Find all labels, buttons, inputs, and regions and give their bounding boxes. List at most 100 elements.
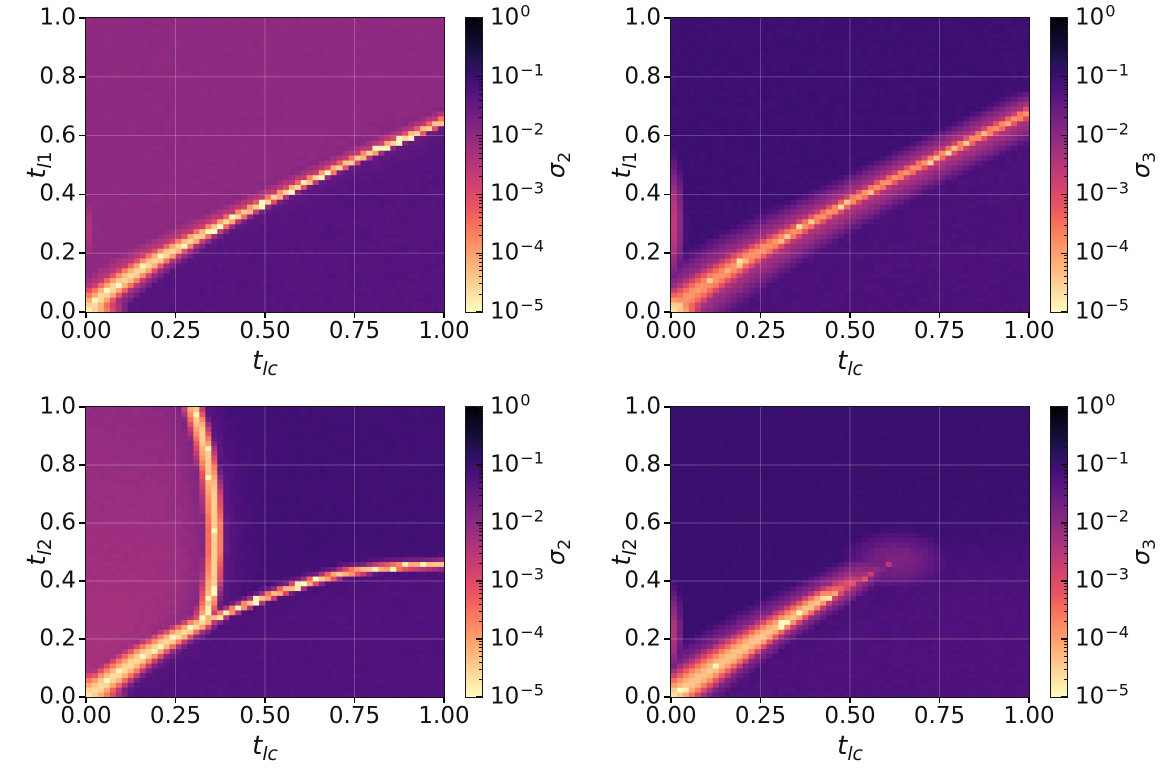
colorbar-label-sub-plain: 2 — [554, 538, 575, 550]
colorbar-major-tick — [1061, 311, 1067, 313]
colorbar-major-tick — [1061, 193, 1067, 196]
colorbar-major-tick — [476, 464, 482, 466]
y-axis-label-sub-plain: 2 — [620, 538, 642, 551]
colorbar-major-tick — [1061, 252, 1067, 254]
y-axis-label: tl1 — [607, 151, 641, 178]
colorbar-minor-tick — [1063, 152, 1067, 154]
colorbar-mantissa: 10 — [1075, 451, 1105, 478]
colorbar-minor-tick — [1063, 85, 1067, 87]
colorbar-minor-tick — [478, 99, 482, 101]
y-axis-label: tl2 — [22, 538, 57, 565]
x-tick — [353, 697, 356, 703]
colorbar-minor-tick — [1063, 276, 1067, 278]
colorbar-minor-tick — [1063, 144, 1067, 146]
y-tick-label: 0.6 — [39, 122, 76, 149]
y-tick-label: 0.8 — [624, 451, 661, 478]
colorbar-mantissa: 10 — [1075, 509, 1105, 536]
y-tick — [79, 17, 85, 19]
heatmap-canvas — [671, 407, 1029, 697]
colorbar-minor-tick — [478, 117, 482, 119]
y-tick-label: 0.4 — [624, 180, 661, 207]
y-tick-label: 0.6 — [624, 509, 661, 536]
colorbar-minor-tick — [1063, 429, 1067, 431]
y-tick — [664, 134, 670, 137]
colorbar-minor-tick — [478, 158, 482, 160]
colorbar-minor-tick — [1063, 487, 1067, 489]
colorbar-minor-tick — [1063, 481, 1067, 483]
colorbar-label: σ2 — [541, 152, 575, 179]
y-tick — [664, 464, 670, 466]
colorbar-minor-tick — [478, 552, 482, 554]
colorbar-label-subscript: 3 — [1140, 152, 1160, 163]
colorbar-minor-tick — [1063, 589, 1067, 591]
colorbar-minor-tick — [478, 647, 482, 649]
colorbar-minor-tick — [1063, 593, 1067, 595]
colorbar-minor-tick — [1063, 217, 1067, 219]
colorbar-minor-tick — [478, 473, 482, 475]
colorbar-minor-tick — [478, 211, 482, 213]
colorbar-minor-tick — [478, 165, 482, 167]
y-tick — [664, 252, 670, 254]
colorbar-tick-label: 10−2 — [490, 508, 544, 536]
colorbar-minor-tick — [478, 415, 482, 417]
y-tick — [664, 638, 670, 640]
heatmap-canvas — [86, 407, 444, 697]
y-axis-label-sub-plain: 2 — [35, 538, 57, 551]
y-axis-label: tl2 — [607, 538, 642, 565]
colorbar-minor-tick — [1063, 148, 1067, 150]
colorbar-major-tick — [1061, 696, 1067, 698]
colorbar-tick-label: 10−1 — [1075, 450, 1129, 478]
colorbar-minor-tick — [478, 152, 482, 154]
colorbar-exponent: −1 — [1105, 448, 1130, 468]
x-tick-label: 0.00 — [645, 318, 697, 344]
colorbar-minor-tick — [1063, 409, 1067, 411]
colorbar-minor-tick — [1063, 224, 1067, 226]
y-tick — [79, 76, 85, 78]
x-axis-label-base: t — [252, 731, 263, 761]
panel-top-left: 0.00 0.25 0.50 0.75 1.00 0.0 0.2 0.4 0.6 0.8 1.0 tl… — [0, 0, 584, 386]
colorbar-minor-tick — [478, 26, 482, 28]
colorbar-minor-tick — [1063, 176, 1067, 178]
colorbar-minor-tick — [478, 470, 482, 472]
x-tick — [174, 312, 177, 318]
colorbar-label-base: σ — [541, 162, 570, 179]
colorbar-minor-tick — [478, 412, 482, 414]
colorbar-minor-tick — [478, 423, 482, 425]
colorbar-tick-label: 10−4 — [1075, 624, 1129, 651]
colorbar-major-tick — [1061, 580, 1067, 582]
colorbar-minor-tick — [478, 539, 482, 541]
colorbar-tick-label: 10−3 — [1075, 566, 1129, 594]
colorbar-major-tick — [476, 580, 482, 582]
colorbar-mantissa: 10 — [490, 509, 520, 536]
colorbar-minor-tick — [478, 593, 482, 595]
heatmap-plot — [85, 17, 445, 313]
y-tick — [79, 696, 85, 698]
x-tick-label: 1.00 — [1003, 703, 1055, 729]
y-axis-label-sub-italic: l — [620, 163, 642, 169]
y-axis-label-subscript: l1 — [620, 151, 641, 168]
colorbar-exponent: −3 — [520, 564, 545, 584]
colorbar-minor-tick — [1063, 647, 1067, 649]
colorbar-minor-tick — [1063, 467, 1067, 469]
colorbar-minor-tick — [1063, 505, 1067, 507]
y-tick — [664, 193, 670, 196]
colorbar-mantissa: 10 — [1075, 567, 1105, 594]
colorbar-minor-tick — [478, 655, 482, 657]
colorbar-minor-tick — [1063, 20, 1067, 22]
colorbar-exponent: −1 — [520, 60, 545, 80]
colorbar-minor-tick — [478, 224, 482, 226]
heatmap-plot — [670, 406, 1030, 698]
colorbar-minor-tick — [478, 140, 482, 142]
x-tick — [85, 697, 87, 703]
x-tick-label: 0.50 — [824, 703, 876, 729]
x-axis-label: tlc — [252, 348, 278, 380]
x-tick-label: 0.75 — [913, 703, 966, 729]
x-tick — [759, 697, 762, 703]
colorbar-minor-tick — [478, 107, 482, 109]
colorbar-minor-tick — [1063, 99, 1067, 101]
colorbar-minor-tick — [478, 276, 482, 278]
colorbar-tick-label: 100 — [1075, 392, 1116, 419]
y-tick-label: 0.2 — [39, 239, 76, 266]
y-axis-label-sub-italic: l — [620, 550, 642, 556]
x-tick-label: 0.75 — [328, 318, 381, 344]
